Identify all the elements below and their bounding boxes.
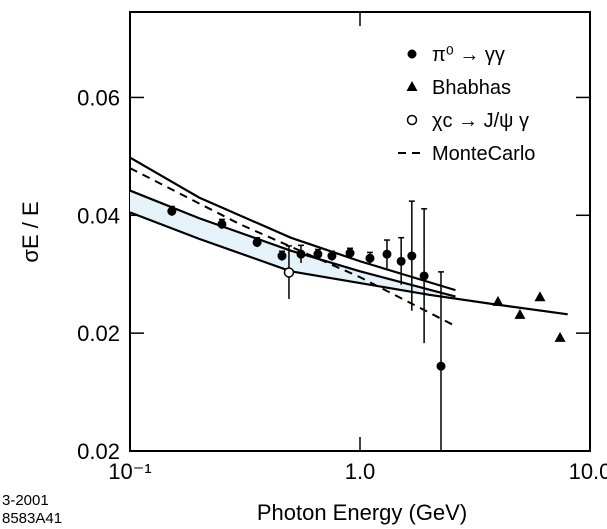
footnote: 8583A41 (2, 510, 62, 527)
point (252, 237, 262, 247)
y-tick-label: 0.02 (77, 321, 120, 346)
legend-label: MonteCarlo (432, 143, 535, 165)
x-axis-label: Photon Energy (GeV) (257, 500, 467, 525)
point (296, 249, 306, 259)
y-axis-label: σE / E (18, 201, 43, 262)
point (313, 249, 323, 259)
legend-swatch (406, 114, 418, 126)
legend-label: Bhabhas (432, 77, 511, 99)
point (382, 249, 392, 259)
x-tick-label: 10⁻¹ (108, 459, 151, 484)
y-tick-label: 0.02 (77, 439, 120, 464)
point (436, 361, 446, 371)
footnote: 3-2001 (2, 492, 49, 509)
legend-swatch (407, 49, 417, 59)
fit-curve (129, 189, 456, 298)
line (129, 167, 456, 327)
legend-label: π⁰ → γγ (432, 44, 505, 66)
point (327, 251, 337, 261)
legend-swatch (406, 81, 418, 91)
point (514, 308, 526, 319)
point (419, 271, 429, 281)
legend-label: χc → J/ψ γ (432, 110, 529, 132)
point (217, 219, 227, 229)
x-tick-label: 10.0 (569, 459, 607, 484)
y-tick-label: 0.06 (77, 85, 120, 110)
point (277, 251, 287, 261)
point (407, 251, 417, 261)
point (167, 206, 177, 216)
point (534, 291, 546, 302)
point (492, 295, 504, 306)
y-tick-label: 0.04 (77, 203, 120, 228)
point (396, 256, 406, 266)
point (345, 248, 355, 258)
x-tick-label: 1.0 (345, 459, 376, 484)
point (554, 331, 566, 342)
band (130, 190, 456, 297)
point (283, 267, 295, 278)
fit-curve (129, 156, 456, 292)
point (365, 253, 375, 263)
